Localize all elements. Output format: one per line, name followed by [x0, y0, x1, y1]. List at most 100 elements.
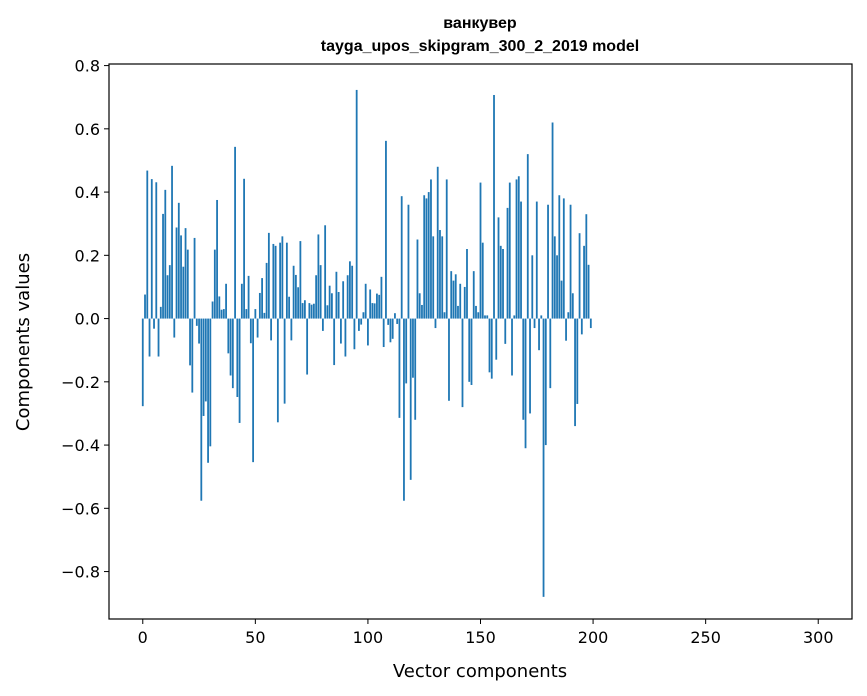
bar-174: [533, 318, 536, 329]
bar-29: [207, 318, 209, 463]
bar-66: [290, 318, 293, 341]
bar-96: [358, 318, 360, 331]
bar-142: [461, 318, 464, 408]
bar-143: [463, 286, 466, 319]
bar-125: [423, 195, 426, 319]
bar-9: [162, 213, 164, 319]
bar-4: [150, 179, 153, 319]
x-tick-label: 0: [138, 628, 148, 647]
bar-51: [256, 318, 259, 338]
bar-186: [560, 280, 563, 319]
bar-76: [312, 303, 315, 319]
bar-50: [254, 309, 257, 319]
bar-128: [430, 179, 432, 319]
bar-133: [441, 236, 444, 319]
bar-41: [234, 146, 236, 319]
bar-80: [321, 318, 324, 331]
bar-34: [218, 296, 221, 319]
bar-94: [353, 318, 356, 350]
bar-145: [468, 318, 471, 382]
bar-22: [191, 318, 194, 393]
bar-157: [495, 318, 498, 360]
bar-81: [324, 225, 327, 319]
bar-188: [565, 318, 567, 341]
bar-192: [574, 318, 576, 427]
bar-112: [394, 313, 396, 319]
y-tick-label: 0.6: [75, 120, 100, 139]
bar-111: [391, 318, 394, 339]
bar-172: [529, 318, 531, 414]
bar-178: [542, 318, 545, 597]
bar-68: [294, 274, 297, 319]
bar-153: [486, 315, 489, 319]
bar-132: [439, 230, 441, 319]
bar-89: [342, 281, 345, 319]
bar-93: [351, 265, 354, 319]
bar-140: [457, 305, 459, 319]
bar-169: [522, 318, 525, 420]
bar-110: [389, 318, 392, 343]
bar-197: [585, 214, 588, 319]
bar-107: [382, 318, 385, 348]
chart-title-line2: tayga_upos_skipgram_300_2_2019 model: [321, 38, 639, 55]
bar-32: [213, 249, 216, 319]
bar-138: [452, 280, 455, 319]
bar-114: [398, 318, 401, 418]
x-tick-label: 300: [803, 628, 834, 647]
bar-57: [270, 318, 273, 341]
bar-152: [484, 315, 486, 319]
bar-121: [414, 318, 417, 420]
bar-195: [580, 318, 583, 335]
bar-144: [466, 249, 468, 319]
bar-30: [209, 318, 212, 447]
bar-1: [144, 294, 146, 319]
bar-43: [238, 318, 241, 423]
x-tick-label: 100: [353, 628, 384, 647]
y-tick-label: 0.2: [75, 246, 100, 265]
bar-167: [517, 176, 520, 319]
bar-130: [434, 318, 437, 329]
bar-126: [425, 198, 428, 319]
bar-159: [499, 245, 502, 319]
bar-88: [340, 318, 342, 344]
bar-148: [475, 305, 477, 319]
bar-83: [328, 285, 331, 319]
bar-21: [189, 318, 191, 366]
bar-187: [562, 198, 565, 319]
bar-12: [168, 265, 171, 319]
bar-137: [450, 271, 453, 319]
bar-95: [355, 89, 358, 319]
y-tick-label: 0.4: [75, 183, 100, 202]
bar-59: [274, 245, 277, 319]
bar-119: [409, 318, 412, 480]
bar-86: [335, 271, 338, 319]
bar-53: [261, 278, 263, 319]
bar-58: [272, 243, 275, 319]
plot-frame: [108, 63, 853, 620]
bar-19: [184, 228, 187, 319]
bar-105: [378, 294, 381, 319]
bar-63: [283, 318, 286, 404]
bar-90: [344, 318, 347, 357]
bar-69: [297, 287, 300, 319]
bar-99: [364, 283, 367, 319]
bar-7: [157, 318, 160, 357]
bar-106: [380, 276, 383, 319]
x-axis-label: Vector components: [393, 661, 567, 682]
bar-181: [549, 318, 552, 389]
bar-91: [346, 275, 349, 319]
bar-52: [258, 292, 261, 319]
bar-149: [477, 312, 480, 319]
bar-104: [376, 293, 378, 319]
bar-77: [315, 275, 318, 319]
bar-33: [216, 199, 218, 319]
bar-60: [276, 318, 279, 423]
bar-79: [319, 265, 322, 319]
y-tick-label: −0.6: [61, 499, 100, 518]
bar-123: [418, 293, 421, 319]
bar-100: [367, 318, 369, 346]
bar-61: [279, 242, 282, 319]
bar-70: [299, 241, 302, 319]
bar-28: [204, 318, 207, 402]
